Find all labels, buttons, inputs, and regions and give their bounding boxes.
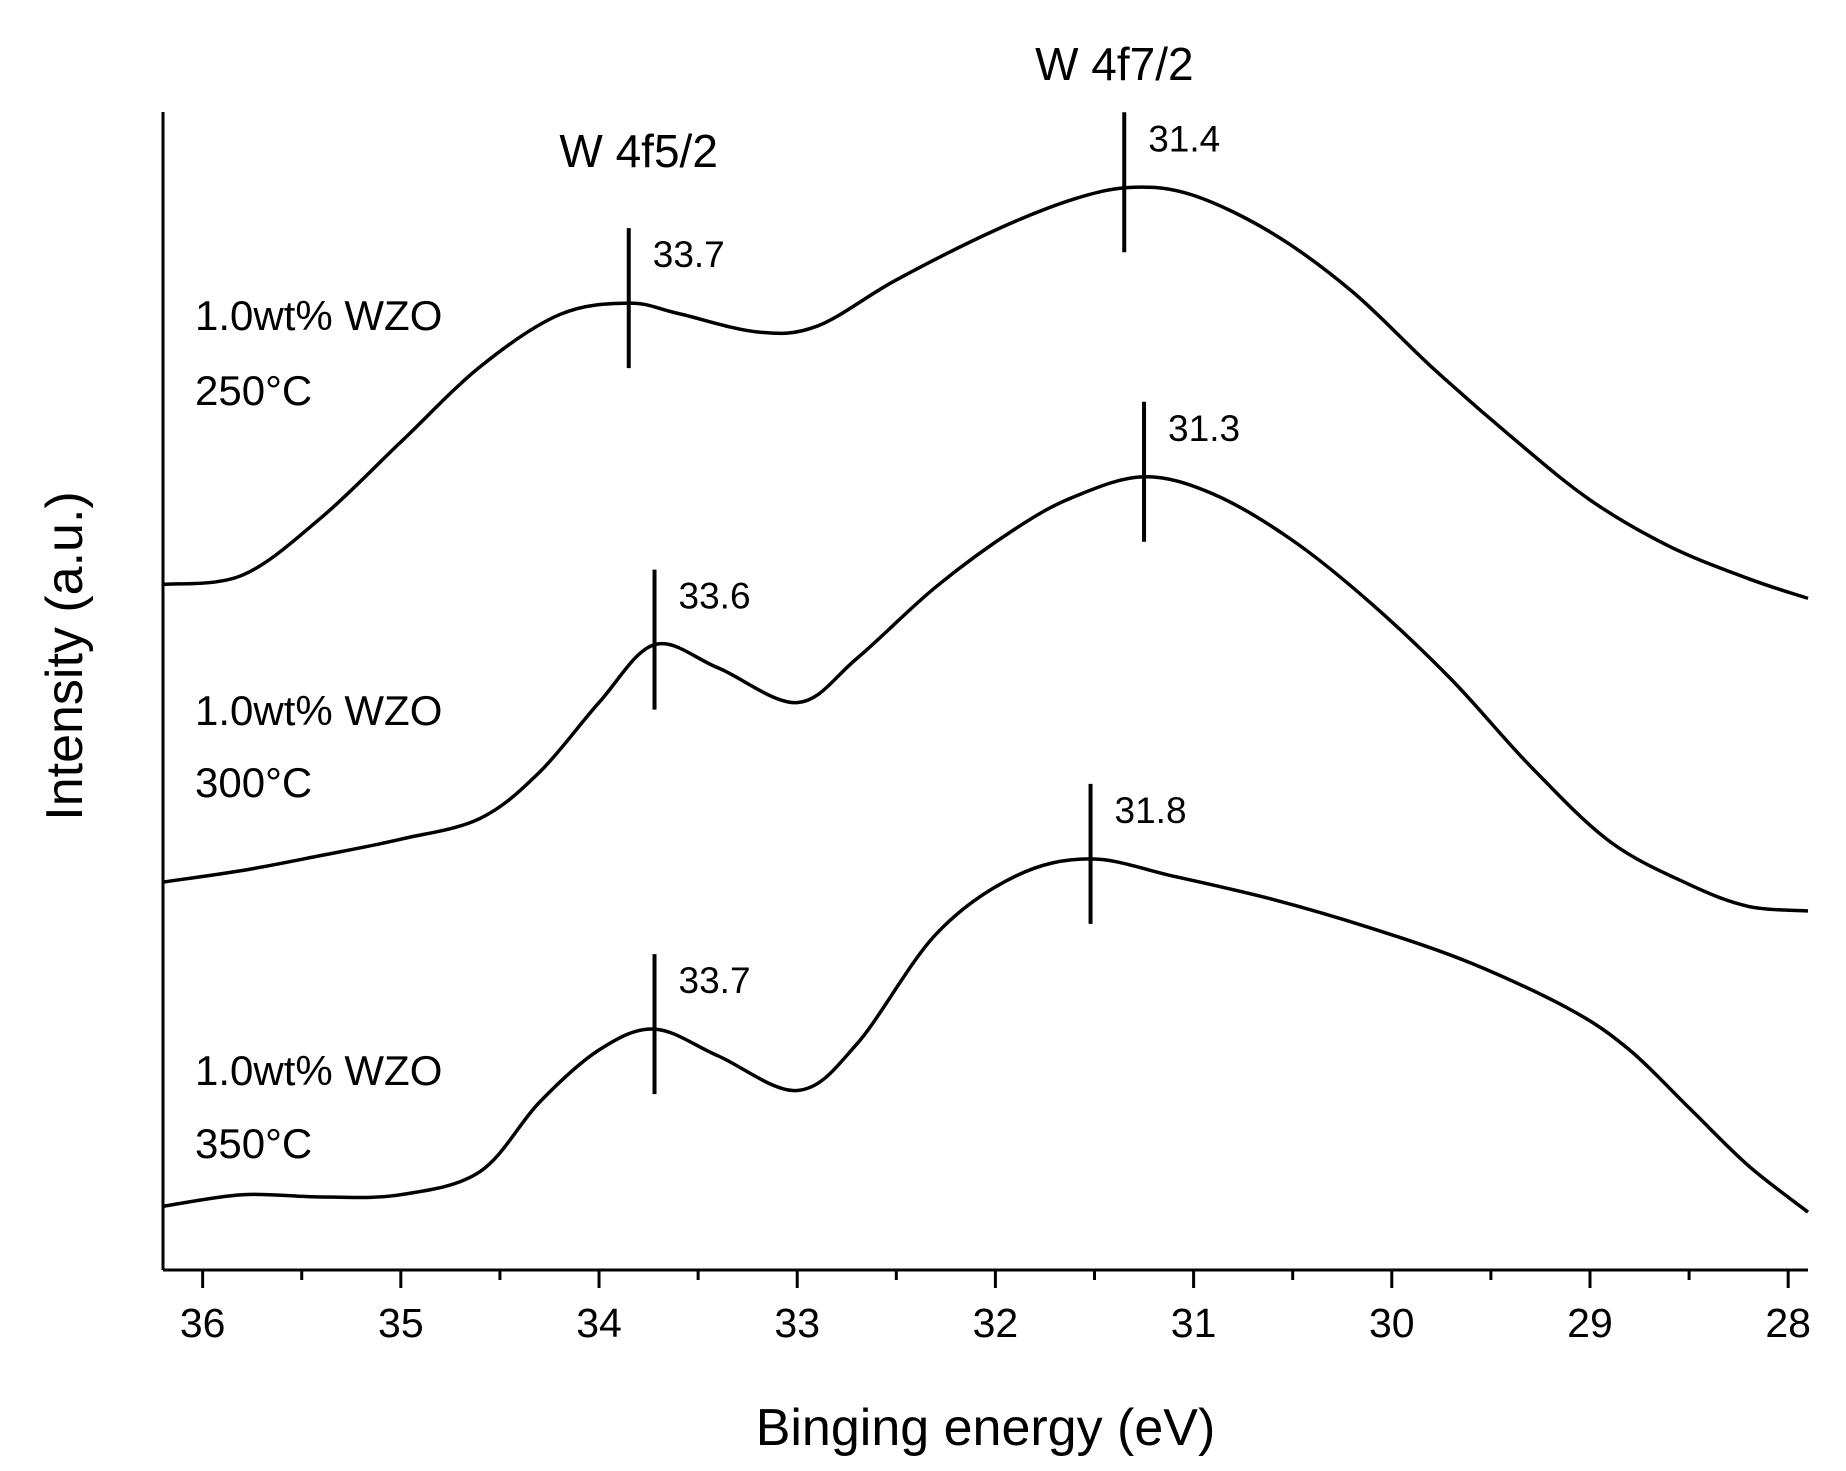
peak-label: 33.7 <box>653 234 725 275</box>
peak-label: 31.8 <box>1115 790 1187 831</box>
peak-label: 31.3 <box>1168 408 1240 449</box>
x-tick-label: 34 <box>576 1300 622 1346</box>
peak-label: 33.6 <box>679 576 751 617</box>
series-line-1 <box>162 475 1809 913</box>
y-axis-title: Intensity (a.u.) <box>36 491 94 820</box>
series-label-temperature: 300°C <box>195 759 312 806</box>
x-tick-label: 28 <box>1765 1300 1811 1346</box>
x-tick-label: 36 <box>180 1300 226 1346</box>
x-tick-label: 35 <box>378 1300 424 1346</box>
peak-group-label: W 4f7/2 <box>1035 38 1194 90</box>
series-layer <box>162 185 1810 1214</box>
x-tick-label: 30 <box>1369 1300 1415 1346</box>
x-tick-label: 29 <box>1567 1300 1613 1346</box>
annotations: 1.0wt% WZO 250°C 33.7 31.4 1.0wt% WZO 300°C 33… <box>195 38 1240 1167</box>
series-label-name: 1.0wt% WZO <box>195 687 442 734</box>
series-line-0 <box>162 185 1809 601</box>
series-label-name: 1.0wt% WZO <box>195 292 442 339</box>
peak-label: 33.7 <box>679 960 751 1001</box>
peak-group-label: W 4f5/2 <box>559 125 718 177</box>
axes: 36 35 34 33 32 31 30 29 28 <box>161 112 1811 1346</box>
series-label-temperature: 350°C <box>195 1120 312 1167</box>
x-axis-title: Binging energy (eV) <box>756 1399 1216 1457</box>
x-tick-label: 33 <box>774 1300 820 1346</box>
x-ticks: 36 35 34 33 32 31 30 29 28 <box>180 1270 1811 1346</box>
series-label-name: 1.0wt% WZO <box>195 1047 442 1094</box>
peak-label: 31.4 <box>1148 118 1220 159</box>
series-label-temperature: 250°C <box>195 367 312 414</box>
x-tick-label: 32 <box>973 1300 1019 1346</box>
x-tick-label: 31 <box>1171 1300 1217 1346</box>
series-line-2 <box>162 857 1810 1214</box>
